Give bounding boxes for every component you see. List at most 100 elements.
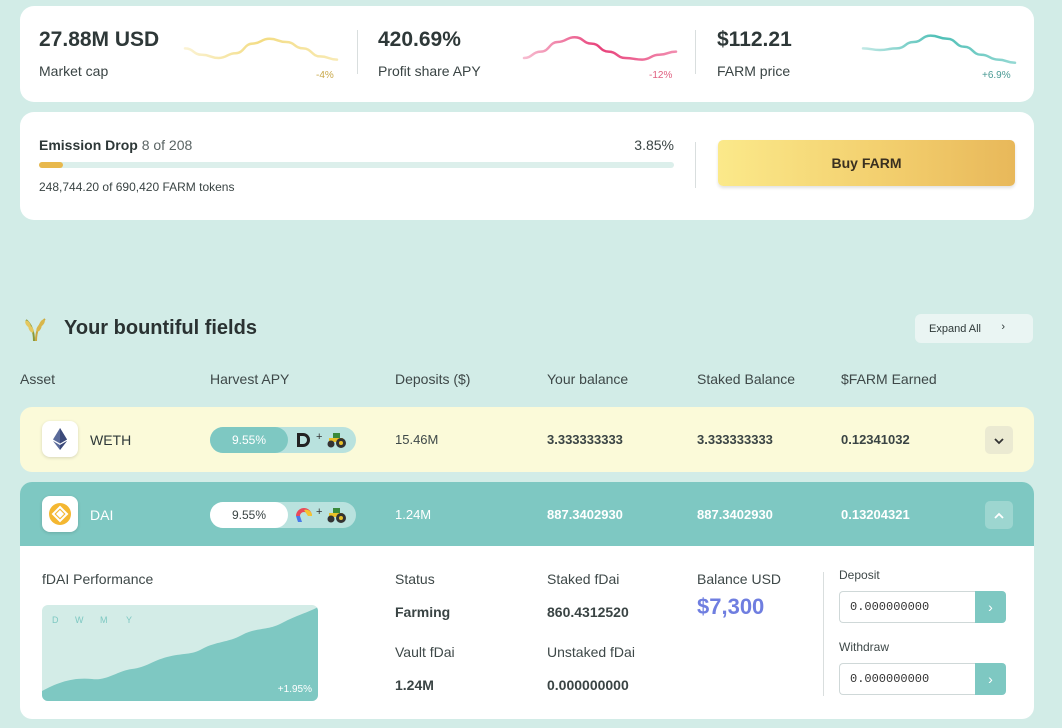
deposits-value: 1.24M [395, 507, 432, 522]
market-cap-label: Market cap [39, 63, 109, 79]
expand-row-button[interactable] [985, 426, 1013, 454]
staked-fdai-value: 860.4312520 [547, 604, 629, 620]
withdraw-label: Withdraw [839, 640, 890, 654]
chevron-right-icon: › [988, 671, 993, 687]
market-cap-value: 27.88M USD [39, 28, 160, 51]
farm-earned-value: 0.12341032 [841, 432, 910, 447]
column-header-staked-balance: Staked Balance [697, 371, 796, 387]
profit-share-label: Profit share APY [378, 63, 481, 79]
column-header-your-balance: Your balance [547, 371, 629, 387]
stats-card: 27.88M USD Market cap -4% 420.69% Profit… [20, 6, 1034, 102]
asset-icon-container [42, 421, 78, 457]
collapse-row-button[interactable] [985, 501, 1013, 529]
your-balance-value: 887.3402930 [547, 507, 623, 522]
withdraw-input[interactable] [839, 663, 975, 695]
plus-icon: + [316, 506, 323, 518]
harvest-apy-value: 9.55% [210, 502, 288, 528]
emission-tokens: 248,744.20 of 690,420 FARM tokens [39, 180, 235, 194]
market-cap-stat: 27.88M USD Market cap -4% [39, 6, 359, 102]
fields-title: Your bountiful fields [64, 317, 257, 339]
your-balance-value: 3.333333333 [547, 432, 623, 447]
emission-progress-bar [39, 162, 674, 168]
buy-farm-button[interactable]: Buy FARM [718, 140, 1015, 186]
dforce-token-icon [297, 433, 310, 447]
staked-fdai-label: Staked fDai [547, 571, 620, 587]
column-header-farm-earned: $FARM Earned [841, 371, 937, 387]
emission-title-label: Emission Drop [39, 137, 138, 153]
staked-balance-value: 887.3402930 [697, 507, 773, 522]
balance-usd-label: Balance USD [697, 571, 782, 587]
chevron-right-icon: › [1001, 321, 1005, 333]
profit-share-sparkline [522, 35, 678, 61]
column-header-deposits: Deposits ($) [395, 371, 471, 387]
emission-percent: 3.85% [634, 137, 674, 153]
table-row-dai[interactable]: DAI 9.55% + 1.24M 887.3402930 887.340293… [20, 482, 1034, 546]
market-cap-change: -4% [316, 70, 334, 81]
chevron-up-icon [994, 512, 1004, 519]
vault-fdai-value: 1.24M [395, 677, 434, 693]
farm-price-sparkline [861, 34, 1017, 65]
vault-fdai-label: Vault fDai [395, 644, 455, 660]
status-label: Status [395, 571, 435, 587]
plus-icon: + [316, 431, 323, 443]
ethereum-icon [53, 428, 67, 450]
deposit-label: Deposit [839, 568, 880, 582]
stats-divider [357, 30, 358, 74]
performance-title: fDAI Performance [42, 571, 154, 587]
deposits-value: 15.46M [395, 432, 439, 447]
range-tab-week[interactable]: W [75, 615, 84, 625]
farm-earned-value: 0.13204321 [841, 507, 910, 522]
range-tab-year[interactable]: Y [126, 615, 133, 625]
sparkline-path [861, 34, 1017, 65]
wheat-icon [25, 318, 46, 342]
profit-share-change: -12% [649, 70, 673, 81]
dai-detail-panel: fDAI Performance D W M Y +1.95% Status F… [20, 546, 1034, 719]
column-header-harvest-apy: Harvest APY [210, 371, 290, 387]
balance-usd-value: $7,300 [697, 594, 765, 619]
farm-price-change: +6.9% [982, 70, 1011, 81]
chevron-down-icon [994, 437, 1004, 444]
harvest-apy-value: 9.55% [210, 427, 288, 453]
sparkline-path [522, 35, 678, 61]
column-header-asset: Asset [20, 371, 56, 387]
farm-price-stat: $112.21 FARM price +6.9% [717, 6, 1017, 102]
table-row-weth[interactable]: WETH 9.55% + 15.46M 3.333333333 3.333333… [20, 407, 1034, 472]
unstaked-fdai-label: Unstaked fDai [547, 644, 635, 660]
status-value: Farming [395, 604, 451, 620]
emission-title: Emission Drop 8 of 208 [39, 137, 192, 153]
profit-share-stat: 420.69% Profit share APY -12% [378, 6, 698, 102]
asset-icon-container [42, 496, 78, 532]
unstaked-fdai-value: 0.000000000 [547, 677, 629, 693]
detail-divider [823, 572, 824, 696]
performance-area [42, 607, 318, 701]
tractor-icon [327, 433, 346, 448]
emission-divider [695, 142, 696, 188]
rainbow-token-icon [296, 508, 313, 522]
deposit-input[interactable] [839, 591, 975, 623]
performance-chart: D W M Y +1.95% [42, 605, 318, 701]
range-tab-month[interactable]: M [100, 615, 108, 625]
emission-progress-fill [39, 162, 64, 168]
profit-share-value: 420.69% [378, 28, 461, 51]
emission-card: Emission Drop 8 of 208 3.85% 248,744.20 … [20, 112, 1034, 220]
farm-price-value: $112.21 [717, 28, 792, 51]
expand-all-label: Expand All [929, 322, 981, 335]
tractor-icon [327, 508, 346, 523]
harvest-apy-pill: 9.55% + [210, 427, 356, 453]
asset-name: DAI [90, 507, 114, 523]
chevron-right-icon: › [988, 599, 993, 615]
range-tab-day[interactable]: D [52, 615, 59, 625]
stats-divider [695, 30, 696, 74]
deposit-submit-button[interactable]: › [975, 591, 1006, 623]
withdraw-submit-button[interactable]: › [975, 663, 1006, 695]
expand-all-button[interactable]: Expand All › [915, 314, 1033, 343]
farm-price-label: FARM price [717, 63, 791, 79]
market-cap-sparkline [183, 37, 339, 61]
staked-balance-value: 3.333333333 [697, 432, 773, 447]
performance-change: +1.95% [277, 684, 312, 695]
harvest-apy-pill: 9.55% + [210, 502, 356, 528]
asset-name: WETH [90, 432, 132, 448]
dai-icon [49, 503, 71, 525]
sparkline-path [183, 37, 339, 61]
emission-count: 8 of 208 [141, 137, 193, 153]
